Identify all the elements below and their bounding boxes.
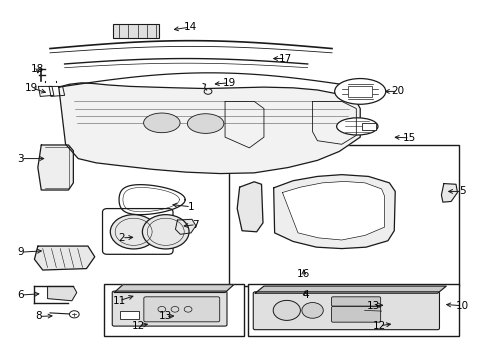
Ellipse shape — [334, 78, 385, 104]
Text: 9: 9 — [18, 247, 24, 257]
Text: 20: 20 — [390, 86, 404, 96]
Polygon shape — [255, 286, 446, 293]
Bar — [248, 284, 458, 337]
FancyBboxPatch shape — [102, 208, 173, 254]
Polygon shape — [38, 145, 73, 190]
Polygon shape — [282, 181, 384, 240]
Ellipse shape — [143, 113, 180, 133]
Bar — [362, 123, 375, 130]
Text: 12: 12 — [132, 321, 145, 331]
Ellipse shape — [187, 114, 224, 134]
Text: 8: 8 — [36, 311, 42, 321]
Polygon shape — [175, 219, 196, 234]
Text: 14: 14 — [183, 22, 196, 32]
Circle shape — [301, 302, 323, 318]
Text: 19: 19 — [25, 83, 38, 93]
Text: 19: 19 — [222, 78, 235, 88]
Circle shape — [110, 215, 157, 249]
Polygon shape — [119, 185, 185, 215]
FancyBboxPatch shape — [112, 291, 226, 326]
Ellipse shape — [336, 118, 377, 135]
Text: 4: 4 — [302, 290, 308, 300]
Polygon shape — [34, 246, 95, 270]
Text: 15: 15 — [403, 133, 416, 143]
FancyBboxPatch shape — [331, 297, 380, 306]
FancyBboxPatch shape — [331, 306, 380, 322]
Text: 3: 3 — [18, 154, 24, 163]
Bar — [347, 86, 372, 97]
Text: 18: 18 — [31, 64, 44, 74]
Text: 17: 17 — [279, 54, 292, 64]
Polygon shape — [273, 175, 394, 249]
Text: 7: 7 — [192, 220, 199, 230]
Text: 1: 1 — [187, 202, 194, 212]
Bar — [113, 24, 159, 38]
FancyBboxPatch shape — [143, 297, 219, 322]
Text: 16: 16 — [297, 269, 310, 279]
Text: 6: 6 — [18, 290, 24, 300]
Text: 13: 13 — [366, 301, 379, 311]
Text: 13: 13 — [159, 311, 172, 321]
Polygon shape — [114, 285, 233, 293]
Bar — [228, 145, 458, 287]
Polygon shape — [47, 287, 77, 301]
Text: 2: 2 — [119, 233, 125, 243]
Polygon shape — [441, 184, 457, 202]
Text: 10: 10 — [455, 301, 468, 311]
Text: 5: 5 — [458, 186, 465, 197]
Polygon shape — [59, 83, 360, 174]
Bar — [104, 284, 243, 337]
Circle shape — [142, 215, 189, 249]
Text: 12: 12 — [372, 321, 386, 331]
Circle shape — [273, 300, 300, 320]
Polygon shape — [237, 182, 263, 232]
FancyBboxPatch shape — [253, 292, 439, 330]
Bar — [120, 311, 139, 319]
Text: 11: 11 — [112, 296, 125, 306]
